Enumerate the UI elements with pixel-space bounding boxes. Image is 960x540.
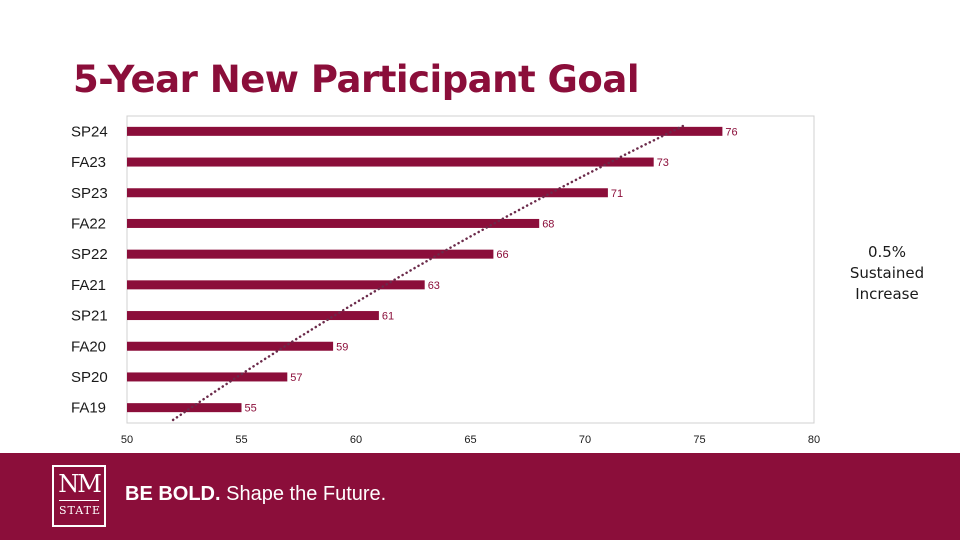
data-label: 76 (725, 126, 737, 138)
category-label: SP23 (71, 185, 108, 202)
annotation-line-2: Sustained (849, 264, 925, 282)
x-tick-label: 80 (808, 434, 820, 446)
tagline-bold: BE BOLD. (125, 483, 221, 505)
category-label: FA19 (71, 400, 106, 417)
data-label: 66 (496, 249, 508, 261)
bar (127, 249, 494, 259)
logo-state-text: STATE (59, 500, 100, 518)
tagline-rest: Shape the Future. (220, 483, 387, 505)
data-label: 59 (336, 341, 348, 353)
annotation-line-1: 0.5% (867, 243, 907, 261)
bar (127, 157, 654, 167)
category-label: SP22 (71, 246, 108, 263)
bar (127, 126, 723, 136)
bar (127, 188, 608, 198)
bar (127, 372, 288, 382)
plot-area (126, 115, 815, 424)
footer-band (0, 453, 960, 540)
bar (127, 403, 242, 413)
category-label: SP20 (71, 369, 108, 386)
tagline: BE BOLD. Shape the Future. (125, 483, 386, 506)
data-label: 63 (428, 280, 440, 292)
annotation-line-3: Increase (855, 285, 919, 303)
category-label: SP21 (71, 308, 108, 325)
category-label: FA22 (71, 215, 106, 232)
category-label: FA23 (71, 154, 106, 171)
data-label: 73 (657, 157, 669, 169)
category-label: FA20 (71, 338, 106, 355)
x-tick-label: 70 (579, 434, 591, 446)
logo-nm-text: NM (58, 470, 102, 498)
slide-title: 5-Year New Participant Goal (73, 58, 640, 101)
data-label: 71 (611, 188, 623, 200)
x-tick-label: 65 (464, 434, 476, 446)
bar (127, 341, 334, 351)
data-label: 55 (245, 403, 257, 415)
trendline (171, 123, 686, 422)
nmstate-logo: NM STATE (52, 465, 106, 527)
x-tick-label: 60 (350, 434, 362, 446)
bar (127, 311, 379, 321)
data-label: 68 (542, 218, 554, 230)
bar (127, 280, 425, 290)
data-label: 61 (382, 311, 394, 323)
category-label: SP24 (71, 123, 108, 140)
data-label: 57 (290, 372, 302, 384)
category-label: FA21 (71, 277, 106, 294)
bar (127, 218, 540, 228)
growth-annotation: 0.5% Sustained Increase (836, 242, 938, 305)
x-tick-label: 75 (693, 434, 705, 446)
x-tick-label: 50 (121, 434, 133, 446)
x-tick-label: 55 (235, 434, 247, 446)
